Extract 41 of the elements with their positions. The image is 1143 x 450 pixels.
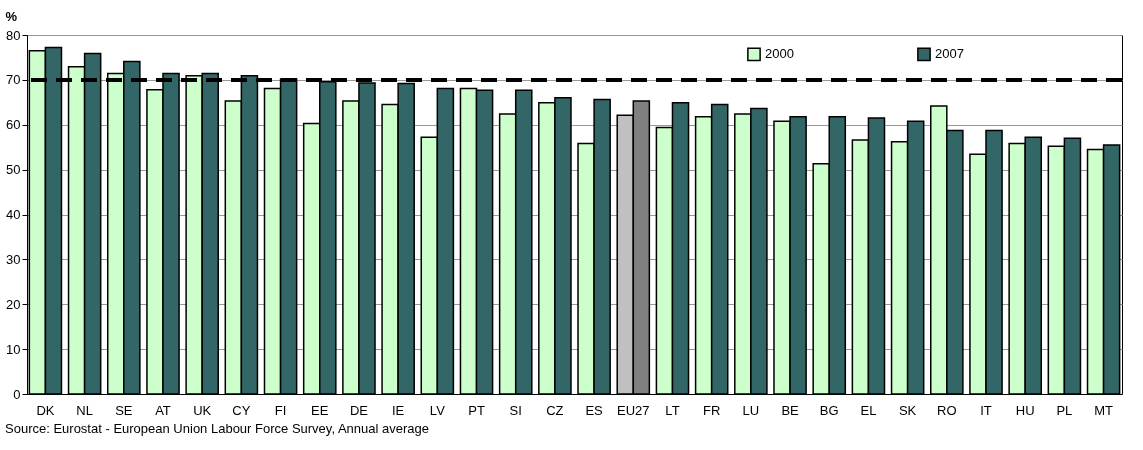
x-tick-label: DE [349, 402, 369, 418]
x-tick-label: IT [980, 402, 992, 418]
x-tick-label: BE [781, 402, 800, 418]
x-tick-label: BG [819, 402, 839, 418]
y-tick-label: 40 [6, 207, 21, 222]
x-tick-label: SI [509, 402, 522, 418]
x-tick-label: PT [468, 402, 485, 418]
x-tick-label: EL [860, 402, 877, 418]
x-tick-label: CY [232, 402, 251, 418]
x-tick-label: HU [1015, 402, 1035, 418]
x-tick-label: MT [1094, 402, 1114, 418]
x-tick-label: CZ [546, 402, 564, 418]
legend-label: 2007 [935, 46, 964, 62]
x-tick-label: EU27 [617, 402, 650, 418]
x-tick-label: FI [274, 402, 287, 418]
x-tick-label: PL [1056, 402, 1073, 418]
x-tick-label: EE [311, 402, 329, 418]
y-tick-label: 80 [6, 27, 21, 43]
y-tick-label: 20 [6, 296, 21, 312]
x-tick-label: RO [937, 402, 957, 418]
x-tick-label: FR [703, 402, 721, 418]
x-tick-label: LV [429, 402, 446, 418]
y-tick-label: 70 [6, 72, 21, 88]
y-tick-label: 10 [6, 341, 21, 357]
y-tick-label: 30 [6, 251, 21, 267]
x-tick-label: ES [585, 402, 604, 418]
y-tick-label: 0 [13, 386, 21, 402]
x-tick-label: LU [742, 402, 760, 418]
y-tick-label: 60 [6, 117, 21, 133]
source-note: Source: Eurostat - European Union Labour Force Survey, Annual average [5, 421, 429, 436]
x-tick-label: AT [155, 402, 171, 418]
x-tick-label: NL [76, 402, 93, 418]
legend-label: 2000 [765, 46, 794, 62]
x-tick-label: SE [115, 402, 133, 418]
x-tick-label: DK [36, 402, 55, 418]
x-tick-label: IE [391, 402, 405, 418]
x-tick-label: LT [665, 402, 680, 418]
x-tick-label: SK [898, 402, 917, 418]
y-tick-label: 50 [6, 162, 21, 178]
y-axis-title: % [5, 8, 18, 24]
x-tick-label: UK [193, 402, 212, 418]
